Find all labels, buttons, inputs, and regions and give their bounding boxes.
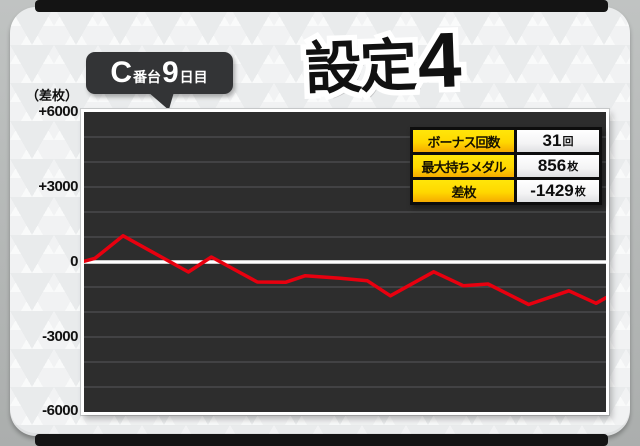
- day-suffix-label: 日目: [179, 69, 208, 85]
- y-axis-unit-label: （差枚）: [25, 88, 78, 103]
- day-number: 9: [161, 56, 179, 89]
- y-axis-tick: +6000: [38, 103, 78, 120]
- machine-suffix-label: 番台: [132, 69, 161, 85]
- machine-day-bubble: C 番台 9 日目: [86, 52, 233, 94]
- machine-letter: C: [110, 56, 132, 89]
- page-title-text: 設定 4: [303, 14, 463, 105]
- stat-value-bonus-count: 31 回: [517, 130, 599, 152]
- stat-value-diff-medals: -1429 枚: [517, 180, 599, 202]
- y-axis-tick: -3000: [42, 328, 78, 345]
- top-black-bar: [35, 0, 608, 12]
- bottom-black-bar: [35, 434, 608, 446]
- page-title: 設定 4 設定 4: [248, 9, 517, 114]
- y-axis: （差枚） +6000 +3000 0 -3000 -6000: [0, 0, 79, 446]
- stat-label-bonus-count: ボーナス回数: [413, 130, 514, 152]
- stat-value-max-medals: 856 枚: [517, 155, 599, 177]
- stat-label-diff-medals: 差枚: [413, 180, 514, 202]
- stat-label-max-medals: 最大持ちメダル: [413, 155, 514, 177]
- y-axis-tick: +3000: [38, 178, 78, 195]
- y-axis-tick: -6000: [42, 402, 78, 419]
- y-axis-tick: 0: [70, 253, 78, 270]
- stats-table: ボーナス回数 31 回 最大持ちメダル 856 枚 差枚 -1429 枚: [410, 127, 602, 205]
